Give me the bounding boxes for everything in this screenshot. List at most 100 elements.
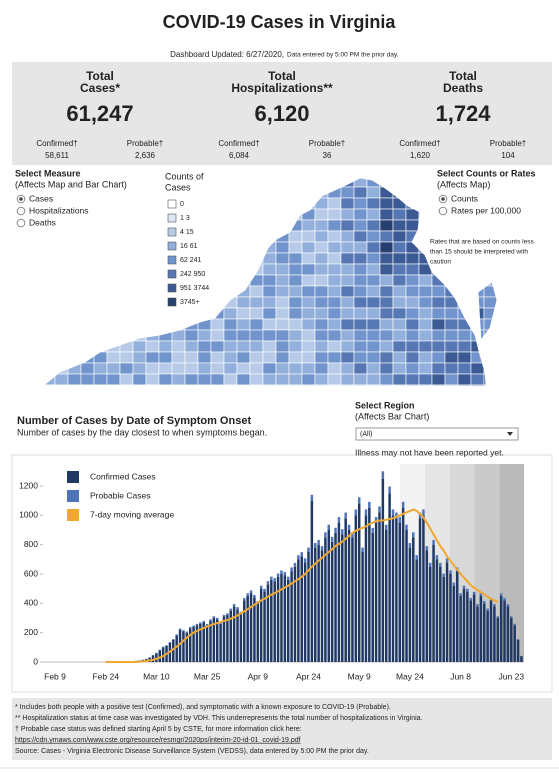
map-region	[119, 241, 134, 254]
map-region	[496, 186, 497, 199]
map-region	[275, 318, 290, 331]
map-region	[67, 340, 82, 353]
map-region	[236, 274, 251, 287]
map-region	[366, 208, 381, 221]
bar	[432, 539, 435, 545]
map-region	[327, 296, 342, 309]
bar	[334, 527, 337, 533]
map-region	[327, 178, 342, 188]
map-region	[262, 186, 277, 199]
map-region	[275, 252, 290, 265]
map-region	[158, 329, 173, 342]
y-tick-label: 0	[33, 656, 38, 666]
map-region	[67, 230, 82, 243]
bar	[516, 639, 520, 640]
bar	[185, 632, 189, 662]
map-region	[93, 274, 108, 287]
map-region	[80, 241, 95, 254]
dropdown-caret[interactable]	[507, 432, 513, 436]
bar	[205, 625, 209, 662]
map-region	[262, 274, 277, 287]
x-tick-label: Mar 25	[194, 671, 221, 681]
map-region	[340, 208, 355, 221]
bar	[327, 524, 331, 530]
bar	[290, 571, 293, 662]
bar	[401, 508, 405, 662]
map-region	[314, 197, 329, 210]
map-region	[431, 340, 446, 353]
bar	[185, 631, 189, 633]
legend-label: 7-day moving average	[90, 509, 174, 519]
control-title: Select Counts or Rates	[437, 168, 536, 178]
map-region	[418, 178, 433, 188]
map-region	[405, 263, 420, 276]
bar	[229, 608, 233, 611]
map-region	[366, 230, 381, 243]
map-region	[262, 373, 277, 386]
title: COVID-19 Cases in Virginia	[163, 12, 397, 32]
bar	[215, 617, 219, 620]
bar	[324, 532, 327, 538]
map-region	[119, 197, 134, 210]
bar	[384, 530, 388, 662]
map-region	[340, 351, 355, 364]
map-region	[275, 329, 290, 342]
map-region	[457, 340, 472, 353]
map-region	[483, 384, 497, 386]
map-region	[197, 241, 212, 254]
map-region	[145, 285, 160, 298]
bar	[290, 567, 293, 572]
map-region	[340, 252, 355, 265]
region-dropdown[interactable]	[355, 427, 519, 441]
map-region	[288, 329, 303, 342]
bar	[161, 646, 165, 648]
map-region	[44, 296, 56, 309]
stat-label: Total	[268, 69, 296, 83]
map-region	[184, 340, 199, 353]
confirmed-label: Confirmed†	[218, 139, 259, 148]
bar	[415, 555, 418, 560]
map-region	[288, 178, 303, 188]
map-region	[80, 285, 95, 298]
radio[interactable]	[16, 206, 26, 216]
map-region	[275, 197, 290, 210]
bar	[300, 552, 303, 557]
map-region	[392, 197, 407, 210]
bar	[418, 518, 422, 662]
legend-label: 4 15	[180, 229, 194, 236]
map-region	[106, 318, 121, 331]
bar	[412, 532, 415, 538]
bar	[330, 536, 334, 542]
region-value[interactable]: (All)	[360, 431, 372, 438]
map-region	[431, 274, 446, 287]
map-region	[288, 296, 303, 309]
map-region	[314, 318, 329, 331]
map-region	[353, 362, 368, 375]
map-region	[340, 296, 355, 309]
map-region	[44, 307, 56, 320]
footnote-link[interactable]: https://cdn.ymaws.com/www.cste.org/resou…	[15, 737, 301, 744]
map-region	[119, 230, 134, 243]
map-region	[275, 384, 290, 386]
map-region	[327, 340, 342, 353]
map-region	[106, 329, 121, 342]
radio[interactable]	[16, 218, 26, 228]
confirmed-value: 58,611	[45, 151, 69, 160]
map-region	[44, 384, 56, 386]
map-region	[106, 362, 121, 375]
bar	[381, 471, 385, 479]
map-region	[93, 362, 108, 375]
radio[interactable]	[438, 206, 448, 216]
map-region	[67, 384, 82, 386]
map-region	[379, 274, 394, 287]
map-region	[431, 362, 446, 375]
map-region	[93, 208, 108, 221]
map-region	[379, 307, 394, 320]
map-region	[210, 230, 225, 243]
bar	[236, 609, 239, 662]
map-region	[223, 274, 238, 287]
map-region	[353, 373, 368, 386]
map-region	[171, 307, 186, 320]
map-region	[379, 230, 394, 243]
bar	[172, 639, 175, 640]
